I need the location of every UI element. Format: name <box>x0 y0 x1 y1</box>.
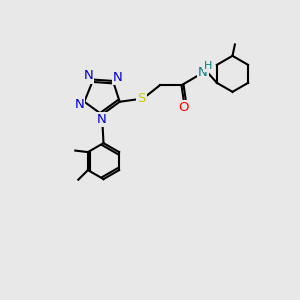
Text: N: N <box>84 70 93 83</box>
Text: S: S <box>137 92 146 105</box>
Text: H: H <box>204 61 213 71</box>
Text: N: N <box>198 65 208 79</box>
Text: N: N <box>75 98 84 111</box>
Text: O: O <box>178 100 189 114</box>
Text: N: N <box>97 112 107 126</box>
Text: N: N <box>113 71 123 84</box>
